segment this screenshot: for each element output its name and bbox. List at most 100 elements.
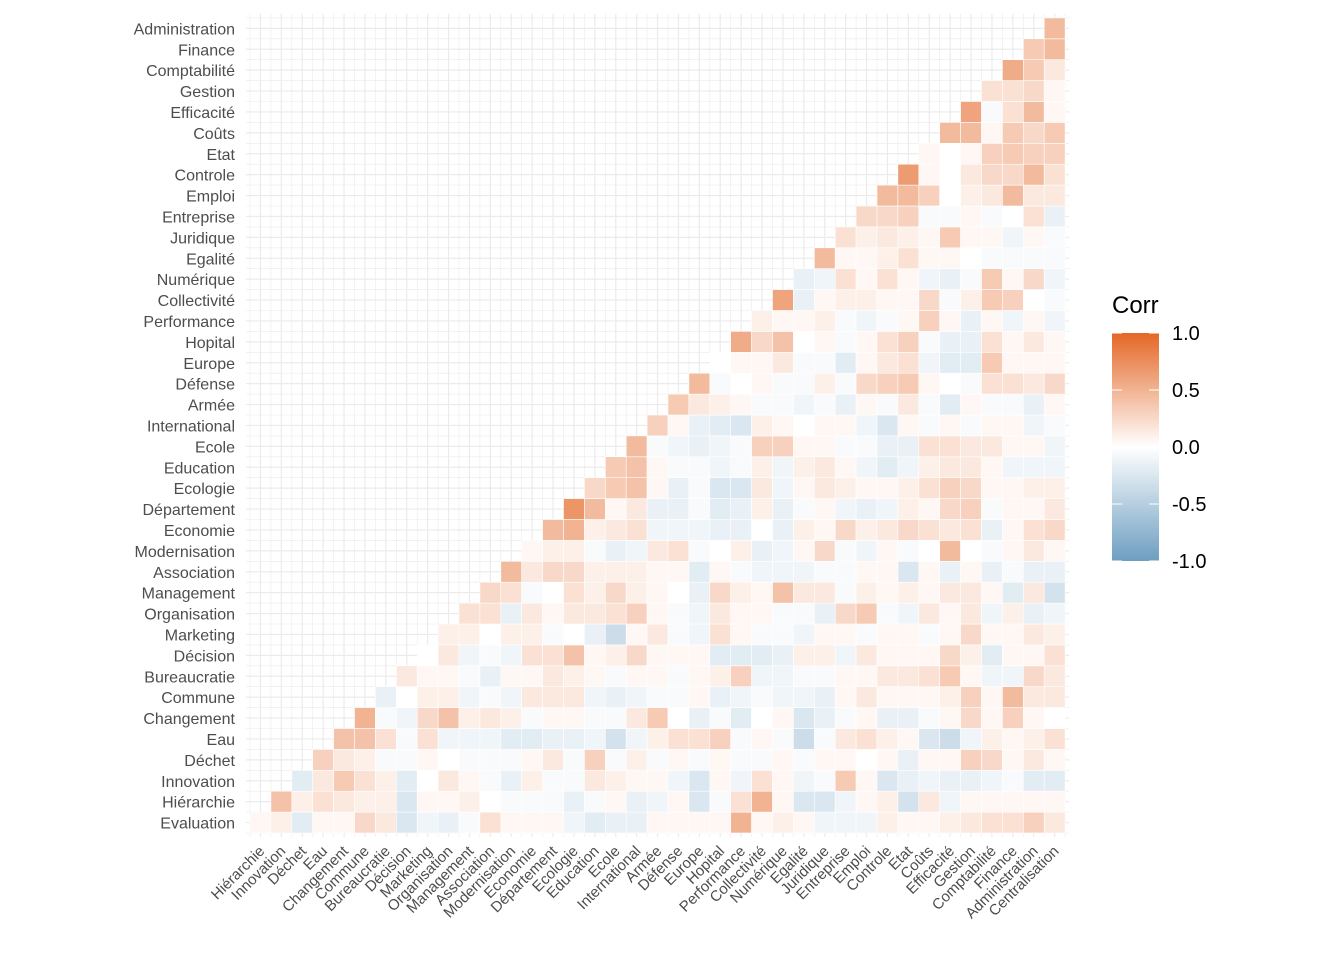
heatmap-cell [500, 623, 522, 646]
heatmap-cell [918, 769, 940, 792]
heatmap-cell [751, 331, 773, 353]
heatmap-cell [751, 540, 773, 562]
heatmap-cell [772, 560, 794, 583]
heatmap-cell [960, 602, 982, 625]
heatmap-cell [542, 540, 564, 562]
heatmap-cell [333, 728, 355, 750]
heatmap-cell [688, 769, 711, 792]
heatmap-cell [960, 560, 982, 583]
heatmap-cell [375, 811, 397, 834]
heatmap-cell [667, 728, 690, 750]
heatmap-cell [646, 477, 669, 499]
heatmap-cell [918, 247, 940, 270]
heatmap-cell [563, 707, 585, 729]
heatmap-cell [730, 749, 752, 771]
heatmap-cell [479, 602, 502, 625]
heatmap-cell [542, 602, 564, 625]
heatmap-cell [312, 749, 334, 771]
heatmap-cell [625, 540, 648, 562]
heatmap-cell [500, 790, 522, 813]
heatmap-cell [563, 749, 585, 771]
heatmap-cell [458, 623, 481, 646]
heatmap-cell [772, 331, 794, 353]
heatmap-cell [542, 728, 564, 750]
heatmap-cell [1002, 80, 1024, 102]
heatmap-cell [793, 435, 815, 458]
heatmap-cell [834, 623, 857, 646]
heatmap-cell [604, 477, 627, 499]
heatmap-cell [897, 602, 920, 625]
heatmap-cell [291, 811, 313, 834]
heatmap-cell [834, 602, 857, 625]
heatmap-cell [667, 435, 690, 458]
heatmap-cell [1043, 728, 1066, 750]
heatmap-cell [855, 268, 878, 290]
heatmap-cell [793, 477, 815, 499]
heatmap-cell [667, 665, 690, 687]
heatmap-cell [897, 247, 920, 270]
heatmap-cell [437, 623, 460, 646]
heatmap-cell [939, 205, 961, 228]
heatmap-cell [479, 644, 502, 667]
heatmap-cell [1002, 414, 1024, 437]
heatmap-cell [981, 122, 1003, 144]
heatmap-cell [897, 477, 920, 499]
heatmap-cell [1022, 331, 1045, 353]
heatmap-cell [981, 519, 1003, 541]
heatmap-cell [960, 163, 982, 186]
heatmap-cell [1043, 581, 1066, 604]
heatmap-cell [1022, 707, 1045, 729]
heatmap-cell [1043, 289, 1066, 311]
heatmap-cell [730, 393, 752, 416]
heatmap-cell [855, 289, 878, 311]
heatmap-cell [751, 393, 773, 416]
heatmap-cell [981, 331, 1003, 353]
heatmap-cell [960, 665, 982, 687]
heatmap-cell [981, 456, 1003, 478]
heatmap-cell [646, 644, 669, 667]
heatmap-cell [981, 372, 1003, 395]
heatmap-cell [730, 644, 752, 667]
heatmap-cell [813, 728, 836, 750]
heatmap-cell [458, 644, 481, 667]
heatmap-cell [918, 143, 940, 165]
heatmap-cell [813, 393, 836, 416]
heatmap-cell [813, 540, 836, 562]
heatmap-cell [584, 686, 606, 708]
heatmap-cell [834, 519, 857, 541]
heatmap-cell [939, 163, 961, 186]
heatmap-cell [333, 749, 355, 771]
heatmap-cell [625, 749, 648, 771]
heatmap-cell [458, 686, 481, 708]
heatmap-cell [291, 769, 313, 792]
y-tick-label: Changement [143, 711, 235, 728]
heatmap-cell [730, 498, 752, 520]
heatmap-cell [1022, 769, 1045, 792]
heatmap-cell [688, 414, 711, 437]
heatmap-cell [772, 310, 794, 332]
heatmap-cell [542, 749, 564, 771]
heatmap-cell [1002, 310, 1024, 332]
heatmap-cell [855, 560, 878, 583]
heatmap-cell [855, 728, 878, 750]
y-tick-label: Département [143, 502, 236, 519]
heatmap-cell [1022, 247, 1045, 270]
heatmap-cell [563, 581, 585, 604]
heatmap-cell [688, 393, 711, 416]
heatmap-cell [897, 811, 920, 834]
heatmap-cell [813, 602, 836, 625]
heatmap-cell [1043, 143, 1066, 165]
heatmap-cell [1002, 289, 1024, 311]
heatmap-cell [730, 519, 752, 541]
heatmap-cell [876, 184, 899, 207]
heatmap-cell [793, 665, 815, 687]
heatmap-cell [855, 811, 878, 834]
heatmap-cell [939, 602, 961, 625]
heatmap-cell [542, 707, 564, 729]
heatmap-cell [960, 498, 982, 520]
heatmap-cell [270, 790, 293, 813]
heatmap-cell [793, 769, 815, 792]
heatmap-cell [604, 602, 627, 625]
heatmap-cell [563, 665, 585, 687]
